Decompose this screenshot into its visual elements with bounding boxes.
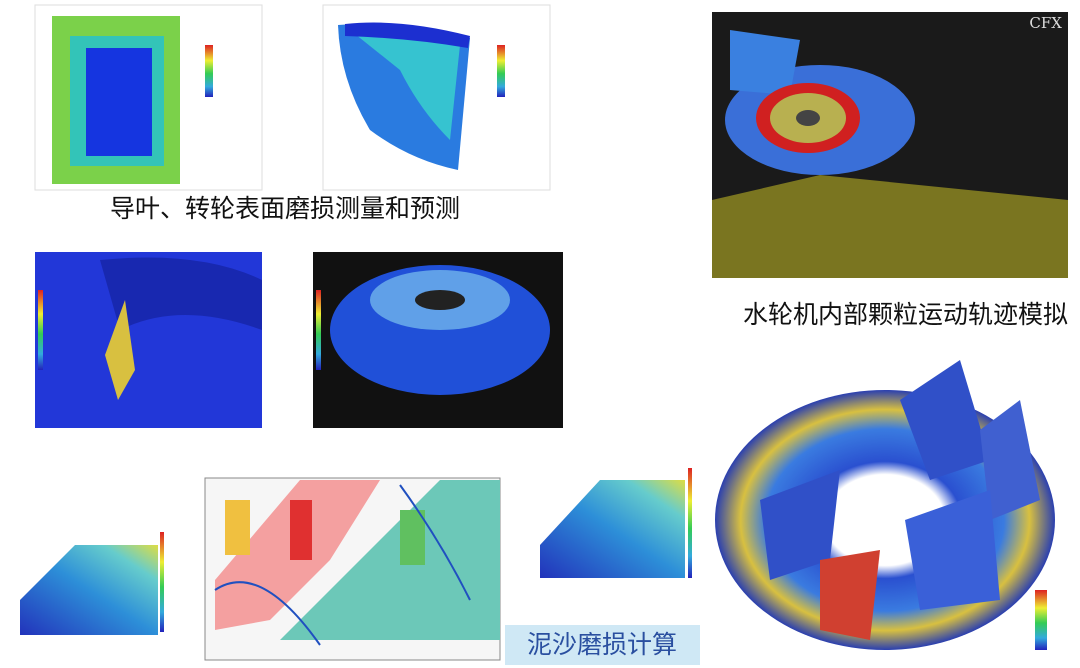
runner-render: [715, 360, 1055, 650]
wear-chart: [204, 477, 501, 661]
caption: 导叶、转轮表面磨损测量和预测: [110, 194, 460, 223]
wear-panel-left: [35, 252, 262, 428]
particle-panel: CFX: [712, 12, 1068, 278]
caption-box: [505, 625, 700, 665]
logo: CFX: [1029, 14, 1062, 32]
sediment-plot-right: [530, 465, 697, 583]
caption: 泥沙磨损计算: [527, 630, 677, 659]
caption: 水轮机内部颗粒运动轨迹模拟: [743, 300, 1068, 329]
wear-panel-right: [313, 252, 563, 428]
runner-blade-panel: [322, 4, 551, 191]
guide-vane-panel: [34, 4, 263, 191]
sediment-plot-small: [8, 528, 170, 640]
